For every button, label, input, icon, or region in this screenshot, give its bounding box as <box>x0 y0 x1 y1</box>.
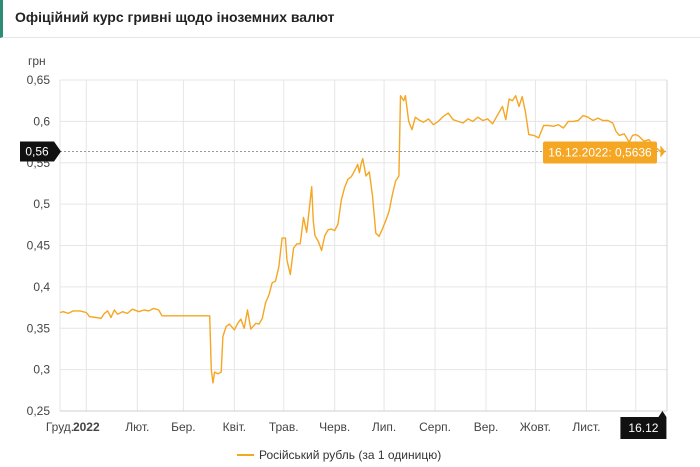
x-crosshair-label-bg <box>620 411 667 439</box>
y-tick-label: 0,45 <box>27 239 51 253</box>
hover-overlay: 0,56 16.12.2022: 0,5636 16.12 <box>20 141 667 439</box>
x-crosshair-label: 16.12 <box>628 421 658 435</box>
y-tick-label: 0,35 <box>27 321 51 335</box>
y-axis-label: грн <box>28 54 46 68</box>
x-tick-label: Лип. <box>372 420 396 434</box>
x-tick-label: Черв. <box>319 420 350 434</box>
x-axis: Груд.2022 Лют. Бер. Квіт. Трав. Черв. Лип. Серп… <box>46 420 650 434</box>
tooltip-bg <box>543 141 657 164</box>
legend[interactable]: Російський рубль (за 1 одиницю) <box>237 448 441 462</box>
x-tick-label: Лют. <box>125 420 149 434</box>
x-tick-label: Жовт. <box>520 420 551 434</box>
series-line-ruble <box>59 95 661 384</box>
grid <box>59 79 668 412</box>
y-tick-label: 0,4 <box>33 280 50 294</box>
chart-header: Офіційний курс гривні щодо іноземних вал… <box>0 0 700 38</box>
x-tick-label: Бер. <box>171 420 196 434</box>
x-tick-label: Груд. <box>46 420 74 434</box>
x-tick-label: Серп. <box>419 420 451 434</box>
hover-point-marker <box>660 145 666 158</box>
x-tick-label: Лист. <box>572 420 600 434</box>
y-tick-label: 0,6 <box>33 114 50 128</box>
y-tick-label: 0,65 <box>27 73 51 87</box>
tooltip-text: 16.12.2022: 0,5636 <box>548 145 652 159</box>
series-layer <box>59 95 661 384</box>
y-tick-label: 0,3 <box>33 363 50 377</box>
chart-title: Офіційний курс гривні щодо іноземних вал… <box>15 9 335 25</box>
y-tick-label: 0,25 <box>27 404 51 418</box>
y-crosshair-label-bg <box>20 141 61 162</box>
x-tick-label: 2022 <box>73 420 100 434</box>
y-tick-label: 0,5 <box>33 197 50 211</box>
x-tick-label: Трав. <box>269 420 299 434</box>
x-tick-label: Квіт. <box>223 420 247 434</box>
legend-label[interactable]: Російський рубль (за 1 одиницю) <box>259 448 441 462</box>
y-crosshair-label: 0,56 <box>25 144 49 158</box>
x-tick-label: Вер. <box>474 420 499 434</box>
